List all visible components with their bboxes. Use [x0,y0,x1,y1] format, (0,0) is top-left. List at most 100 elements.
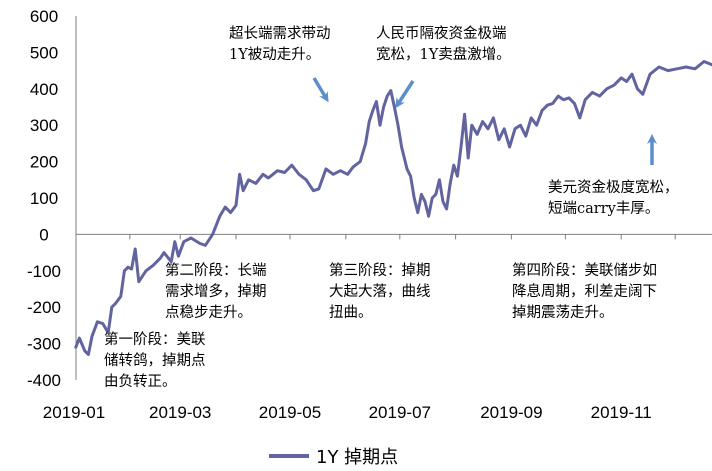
data-point [445,207,448,211]
x-tick-marks [129,234,676,240]
y-tick-label: 0 [39,225,48,244]
x-tick-label: 2019-07 [369,403,431,422]
data-point [96,320,99,323]
data-point [382,105,385,109]
data-point [409,175,412,178]
data-point [107,331,110,334]
annotation-line: 掉期震荡走升。 [512,304,614,321]
annotation-line: 人民币隔夜资金极端 [376,25,507,42]
data-point [229,211,232,214]
data-point [438,178,441,181]
annotation-7: 第一阶段：美联储转鸽，掉期点由负转正。 [104,330,206,390]
annotation-2: 人民币隔夜资金极端宽松，1Y卖盘激增。 [376,25,511,63]
data-point [503,127,506,130]
data-point [497,138,500,141]
data-point [530,116,533,120]
annotations: 超长端需求带动 1Y被动走升。 人民币隔夜资金极端宽松，1Y卖盘激增。美元资金极度宽… [104,25,679,390]
data-point [578,116,581,120]
data-point [177,255,180,258]
annotation-line: 大起大落，曲线 [329,283,431,300]
data-point [598,94,601,98]
y-tick-label: -200 [27,298,61,317]
data-point [396,124,400,127]
data-point [317,187,320,191]
data-point [247,178,250,181]
data-point [312,189,315,192]
data-point [126,266,130,269]
data-point [371,109,374,112]
annotation-line: 需求增多，掉期 [165,283,267,300]
annotation-line: 扭曲。 [329,304,373,321]
legend-label: 1Y 掉期点 [316,447,398,468]
annotation-line: 第一阶段：美联 [104,330,206,348]
data-point [324,167,328,171]
data-point [657,65,661,69]
data-point [267,176,270,180]
data-point [346,173,349,176]
data-point [605,87,608,91]
x-tick-label: 2019-01 [43,403,105,422]
data-point [508,145,511,149]
data-point [551,102,554,105]
annotation-1: 超长端需求带动 1Y被动走升。 [229,25,331,63]
x-tick-label: 2019-03 [149,403,211,422]
annotation-4: 第二阶段：长端需求增多，掉期点稳步走升。 [165,261,267,321]
data-point [486,127,490,130]
data-point [123,269,126,272]
data-point [364,142,367,145]
data-point [519,124,522,127]
data-point [152,264,155,267]
data-point [636,87,639,91]
annotation-arrows [312,77,657,165]
data-point [557,94,560,98]
annotation-line: 点稳步走升。 [165,304,252,321]
data-point [413,196,416,200]
data-point [405,167,409,171]
data-point [87,353,90,356]
data-point [173,240,176,243]
y-tick-label: 200 [30,153,58,172]
data-point [420,193,423,196]
data-point [452,164,455,167]
data-point [110,306,114,309]
data-point [101,322,105,325]
data-point [416,211,419,214]
annotation-3: 美元资金极度宽松， 短端carry丰厚。 [548,179,679,217]
data-point [620,76,623,80]
data-point [524,134,527,138]
data-point [368,120,371,123]
data-point [218,215,221,218]
data-point [562,98,565,101]
annotation-line: 储转鸽，掉期点 [104,352,206,369]
data-point [431,196,434,200]
data-point [423,200,427,203]
data-point [375,100,378,103]
data-point [351,165,355,169]
annotation-line: 第二阶段：长端 [165,261,267,279]
data-point [470,124,473,127]
data-point [159,256,162,260]
data-point [238,173,241,176]
data-point [481,120,484,123]
data-point [83,349,87,353]
y-tick-label: 100 [30,189,58,208]
data-point [456,175,459,178]
data-point [339,169,342,172]
x-tick-labels: 2019-01 2019-03 2019-05 2019-07 2019-09 2019-… [43,403,652,422]
data-point [434,193,437,196]
annotation-line: 由负转正。 [104,373,177,390]
data-point [573,102,576,105]
data-point [591,91,594,94]
data-point [386,94,389,98]
annotation-line: 第三阶段：掉期 [329,261,431,279]
data-point [702,60,706,63]
annotation-6: 第四阶段：美联储步如降息周期，利差走阔下掉期震荡走升。 [512,261,657,321]
annotation-line: 1Y被动走升。 [229,46,320,63]
data-point [134,247,137,251]
data-point [463,113,466,116]
y-tick-label: -400 [27,371,61,390]
data-point [224,205,227,209]
y-tick-label: 400 [30,80,58,99]
data-point [137,280,140,283]
